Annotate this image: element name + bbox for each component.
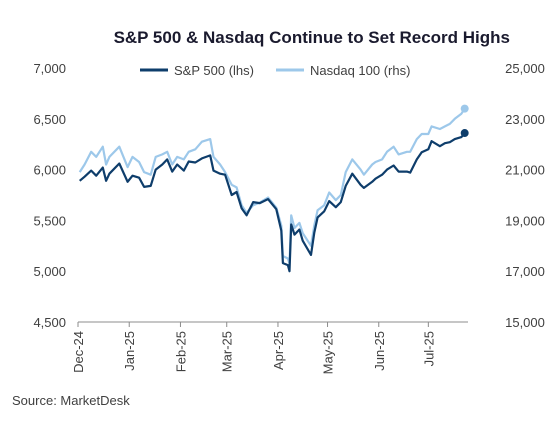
- y-right-tick-label: 21,000: [505, 163, 545, 178]
- sp500-line: [78, 132, 466, 273]
- y-left-tick-label: 6,500: [33, 112, 66, 127]
- source-note: Source: MarketDesk: [12, 393, 130, 408]
- legend: S&P 500 (lhs) Nasdaq 100 (rhs): [140, 63, 410, 78]
- y-axis-right: 15,000 17,000 19,000 21,000 23,000 25,000: [505, 61, 545, 330]
- y-right-tick-label: 25,000: [505, 61, 545, 76]
- x-tick-label: Jun-25: [372, 331, 387, 371]
- legend-label-sp500: S&P 500 (lhs): [174, 63, 254, 78]
- x-tick-label: Jul-25: [421, 331, 436, 366]
- y-left-tick-label: 5,000: [33, 264, 66, 279]
- x-tick-label: Dec-24: [71, 331, 86, 373]
- chart-title: S&P 500 & Nasdaq Continue to Set Record …: [114, 28, 510, 47]
- nasdaq-line: [78, 108, 466, 265]
- y-right-tick-label: 17,000: [505, 264, 545, 279]
- y-left-tick-label: 5,500: [33, 213, 66, 228]
- y-left-tick-label: 6,000: [33, 163, 66, 178]
- x-tick-label: Mar-25: [220, 331, 235, 372]
- x-tick-label: Jan-25: [122, 331, 137, 371]
- x-tick-label: May-25: [321, 331, 336, 374]
- x-tick-label: Apr-25: [271, 331, 286, 370]
- y-right-tick-label: 15,000: [505, 315, 545, 330]
- legend-label-nasdaq: Nasdaq 100 (rhs): [310, 63, 410, 78]
- x-tick-label: Feb-25: [173, 331, 188, 372]
- sp500-end-point: [460, 129, 469, 138]
- y-right-tick-label: 19,000: [505, 213, 545, 228]
- y-axis-left: 4,500 5,000 5,500 6,000 6,500 7,000: [33, 61, 66, 330]
- y-left-tick-label: 4,500: [33, 315, 66, 330]
- y-left-tick-label: 7,000: [33, 61, 66, 76]
- y-right-tick-label: 23,000: [505, 112, 545, 127]
- x-axis: Dec-24 Jan-25 Feb-25 Mar-25 Apr-25 May-25 Jun-…: [71, 322, 436, 374]
- nasdaq-end-point: [460, 104, 469, 113]
- series-layer: [78, 104, 469, 273]
